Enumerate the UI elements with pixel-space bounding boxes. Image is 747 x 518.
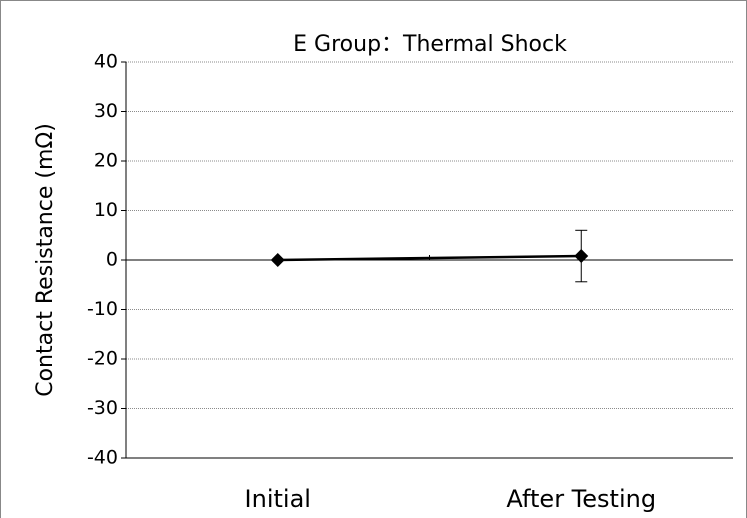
y-tick-label: 40	[94, 51, 118, 73]
y-tick-label: 30	[94, 100, 118, 122]
y-tick-label: -20	[87, 348, 118, 370]
marker	[270, 253, 285, 267]
chart-title: E Group：Thermal Shock	[293, 32, 567, 57]
x-tick-label: Initial	[245, 485, 311, 513]
series-line	[277, 254, 582, 262]
marker	[574, 249, 589, 264]
y-tick-label: 10	[94, 199, 118, 221]
y-tick-label: -30	[87, 397, 118, 419]
y-tick-label: 0	[106, 249, 118, 271]
y-tick-label: -40	[87, 447, 118, 469]
y-axis-label: Contact Resistance (mΩ)	[33, 123, 58, 397]
y-tick-label: -10	[87, 298, 118, 320]
x-tick-label: After Testing	[506, 485, 656, 513]
y-tick-label: 20	[94, 150, 118, 172]
